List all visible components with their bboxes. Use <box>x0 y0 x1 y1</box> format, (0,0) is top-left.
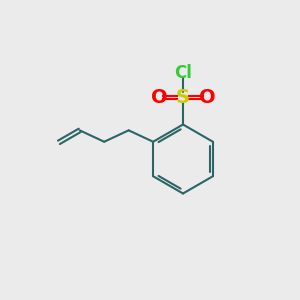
Text: Cl: Cl <box>174 64 192 82</box>
Text: O: O <box>151 88 167 107</box>
Text: O: O <box>199 88 215 107</box>
Text: S: S <box>176 88 190 107</box>
